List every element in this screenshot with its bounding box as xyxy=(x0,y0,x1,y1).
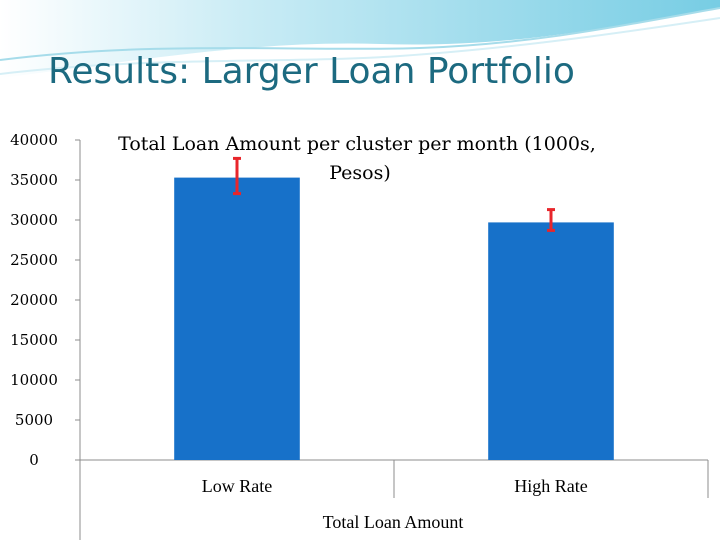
error-bar xyxy=(547,208,555,232)
category-label: High Rate xyxy=(514,476,588,496)
category-label: Low Rate xyxy=(202,476,272,496)
y-axis-ticks: 0 5000 10000 15000 20000 25000 30000 35000 40000 xyxy=(10,131,80,469)
bar xyxy=(488,222,614,460)
y-tick-label: 25000 xyxy=(10,251,58,269)
y-tick-label: 40000 xyxy=(10,131,58,149)
y-tick-label: 20000 xyxy=(10,291,58,309)
x-axis-ticks xyxy=(79,460,709,498)
y-tick-label: 0 xyxy=(29,451,39,469)
y-tick-label: 35000 xyxy=(10,171,58,189)
y-tick-label: 10000 xyxy=(10,371,58,389)
y-tick-label: 30000 xyxy=(10,211,58,229)
bar xyxy=(174,177,300,460)
y-tick-label: 5000 xyxy=(15,411,53,429)
bars xyxy=(174,177,614,460)
error-bar xyxy=(233,156,241,196)
x-axis-title: Total Loan Amount xyxy=(323,512,464,532)
category-labels: Low Rate High Rate xyxy=(202,476,588,496)
bar-chart: 0 5000 10000 15000 20000 25000 30000 35000 40000… xyxy=(10,131,709,540)
y-tick-label: 15000 xyxy=(10,331,58,349)
chart-title-line-1: Total Loan Amount per cluster per month … xyxy=(118,133,596,155)
header-wave-decoration xyxy=(0,0,720,78)
chart-title-line-2: Pesos) xyxy=(329,162,391,184)
slide-title: Results: Larger Loan Portfolio xyxy=(48,51,575,92)
chart-title: Total Loan Amount per cluster per month … xyxy=(118,133,602,184)
error-bars xyxy=(233,156,555,232)
